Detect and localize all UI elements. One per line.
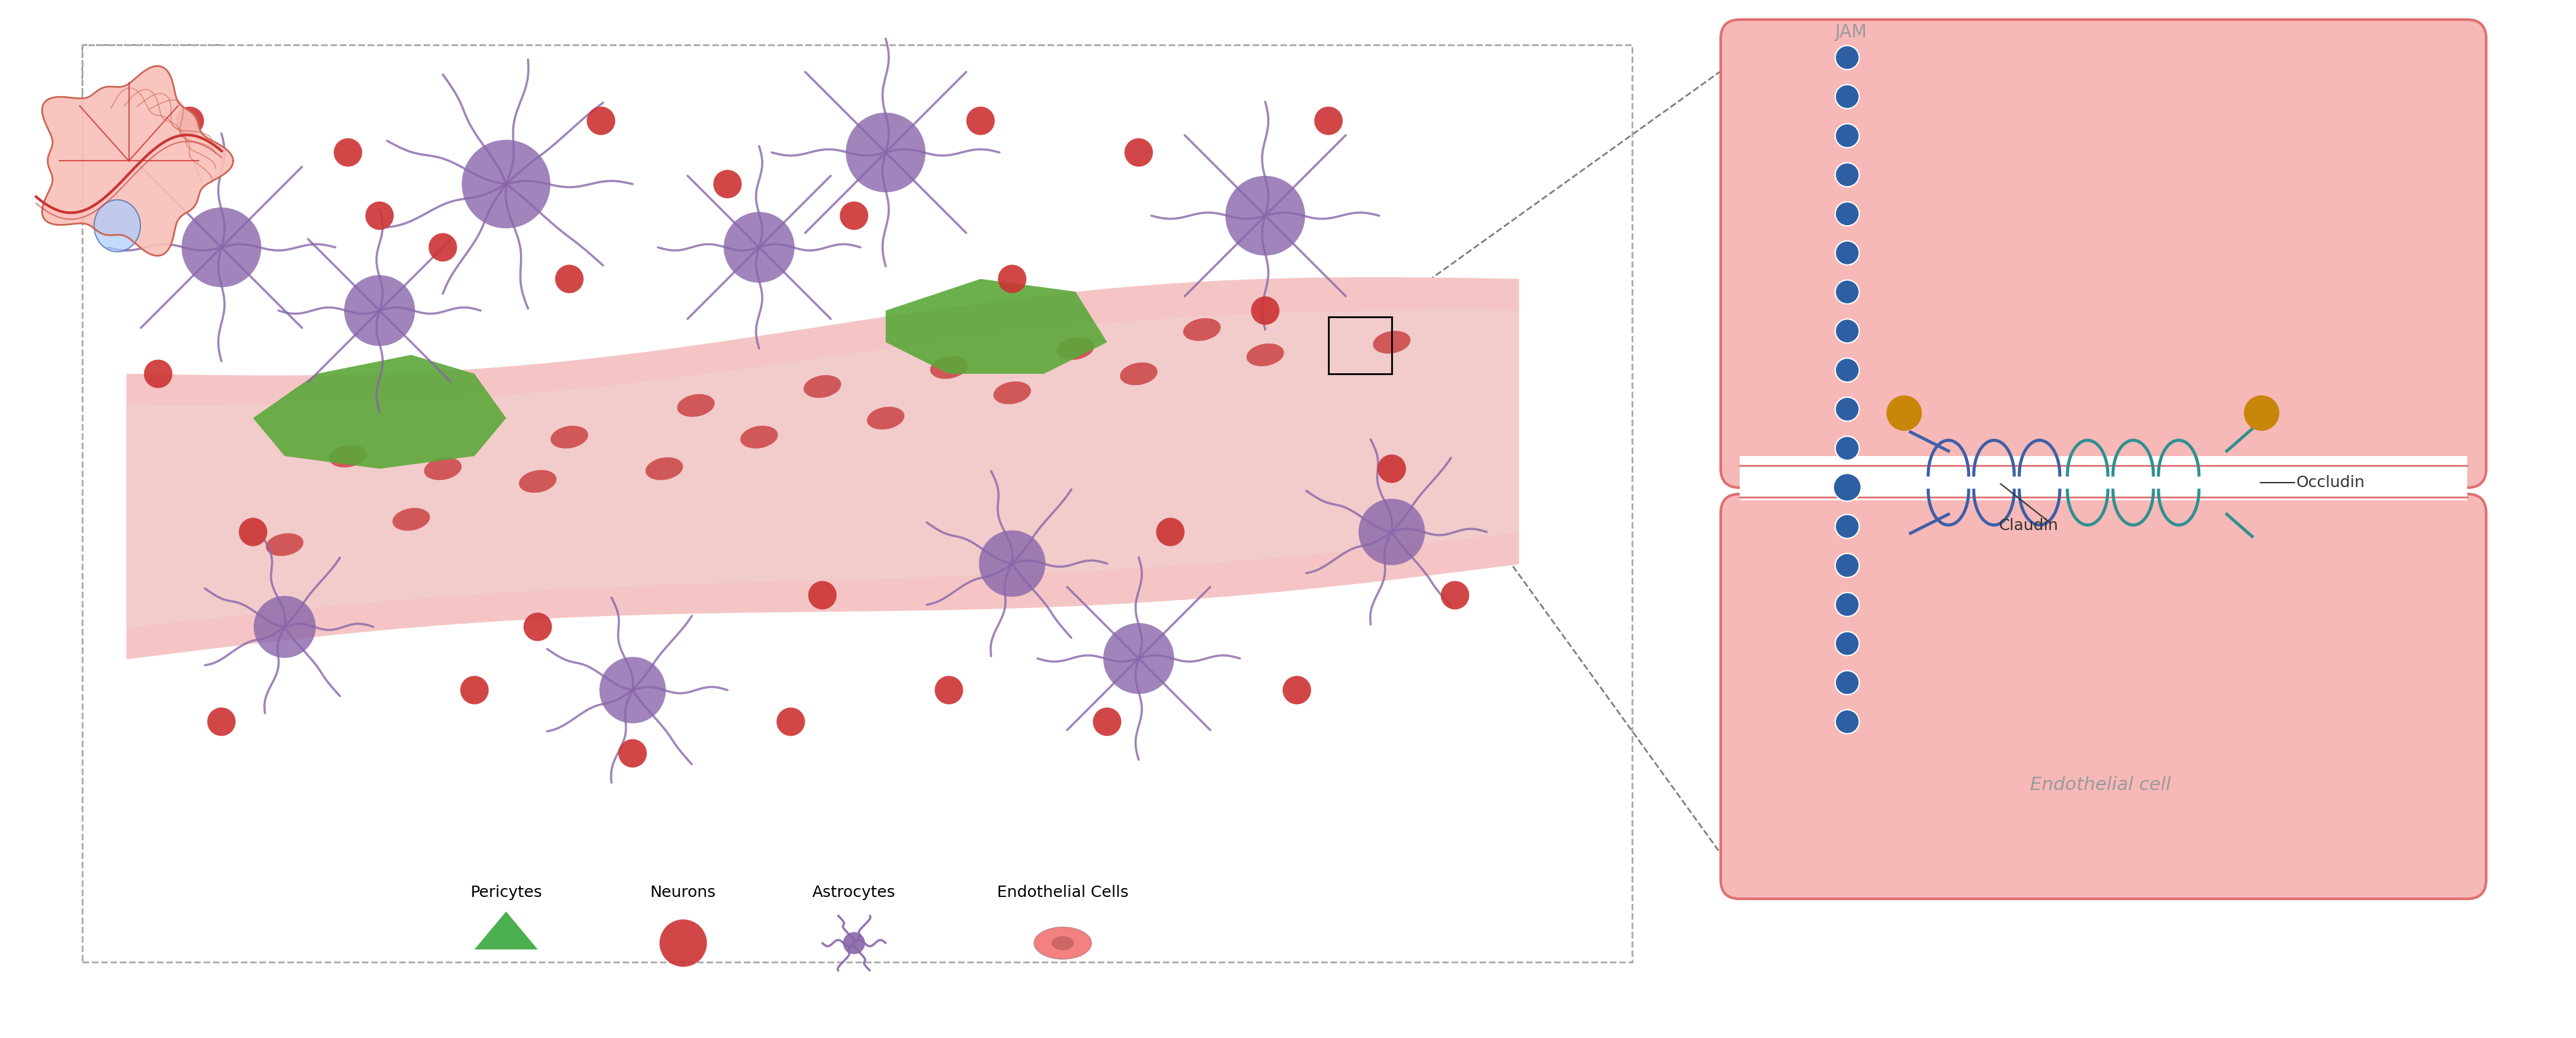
Circle shape	[1834, 710, 1860, 734]
Circle shape	[1834, 593, 1860, 617]
Circle shape	[93, 199, 139, 252]
Circle shape	[714, 170, 742, 198]
Circle shape	[809, 581, 837, 609]
Circle shape	[461, 140, 551, 228]
Ellipse shape	[1121, 362, 1157, 385]
Circle shape	[206, 708, 234, 736]
Circle shape	[1834, 436, 1860, 460]
Circle shape	[1092, 708, 1121, 736]
Circle shape	[1103, 623, 1175, 693]
Circle shape	[1834, 358, 1860, 382]
Circle shape	[1834, 631, 1860, 656]
Circle shape	[335, 138, 363, 167]
Circle shape	[1123, 138, 1151, 167]
Circle shape	[1834, 473, 1860, 501]
Ellipse shape	[804, 375, 840, 398]
Ellipse shape	[1051, 936, 1074, 950]
Ellipse shape	[1373, 331, 1409, 354]
Ellipse shape	[551, 426, 587, 448]
Circle shape	[180, 208, 260, 288]
Circle shape	[2244, 395, 2280, 431]
Text: Endothelial Cells: Endothelial Cells	[997, 885, 1128, 900]
Circle shape	[554, 265, 582, 293]
Circle shape	[1834, 671, 1860, 694]
Circle shape	[1834, 201, 1860, 226]
Circle shape	[1440, 581, 1468, 609]
Circle shape	[618, 739, 647, 767]
Circle shape	[144, 359, 173, 388]
Circle shape	[1834, 46, 1860, 70]
Circle shape	[979, 530, 1046, 597]
Circle shape	[1834, 241, 1860, 265]
Bar	[82, 45, 1631, 962]
Circle shape	[1834, 163, 1860, 187]
Circle shape	[523, 612, 551, 641]
Text: JAM: JAM	[1834, 24, 1865, 42]
Polygon shape	[474, 911, 538, 950]
Circle shape	[1314, 107, 1342, 135]
Circle shape	[997, 265, 1025, 293]
Polygon shape	[886, 279, 1108, 374]
Circle shape	[366, 201, 394, 230]
Bar	[1739, 456, 2468, 500]
Circle shape	[1834, 553, 1860, 577]
FancyBboxPatch shape	[1721, 494, 2486, 899]
Ellipse shape	[518, 470, 556, 493]
Ellipse shape	[930, 356, 969, 379]
Circle shape	[1834, 124, 1860, 147]
Circle shape	[240, 518, 268, 546]
Circle shape	[461, 676, 489, 705]
Circle shape	[1226, 175, 1306, 255]
Ellipse shape	[265, 534, 304, 556]
Circle shape	[840, 201, 868, 230]
Text: Endothelial cell: Endothelial cell	[2030, 776, 2169, 794]
Circle shape	[600, 657, 665, 723]
Ellipse shape	[647, 458, 683, 481]
Ellipse shape	[1056, 337, 1095, 360]
Circle shape	[345, 275, 415, 346]
Bar	[1329, 317, 1391, 374]
Circle shape	[1834, 515, 1860, 539]
Ellipse shape	[425, 458, 461, 481]
Circle shape	[1834, 319, 1860, 344]
Circle shape	[842, 932, 866, 954]
Circle shape	[845, 112, 925, 192]
Circle shape	[966, 107, 994, 135]
Ellipse shape	[739, 426, 778, 448]
Text: Neurons: Neurons	[649, 885, 716, 900]
Text: Claudin: Claudin	[1999, 518, 2058, 534]
Circle shape	[1886, 395, 1922, 431]
Circle shape	[1834, 398, 1860, 421]
Circle shape	[175, 107, 204, 135]
Text: Occludin: Occludin	[2295, 475, 2365, 490]
Circle shape	[1834, 280, 1860, 304]
Ellipse shape	[330, 444, 366, 467]
Ellipse shape	[677, 394, 714, 417]
Circle shape	[724, 212, 793, 282]
Ellipse shape	[392, 508, 430, 530]
Text: Astrocytes: Astrocytes	[811, 885, 896, 900]
FancyBboxPatch shape	[1721, 20, 2486, 488]
Ellipse shape	[1182, 319, 1221, 340]
Ellipse shape	[1033, 927, 1092, 959]
Circle shape	[659, 920, 706, 966]
Circle shape	[1378, 455, 1406, 483]
Circle shape	[775, 708, 804, 736]
Polygon shape	[41, 66, 232, 255]
Polygon shape	[252, 355, 505, 469]
Circle shape	[1358, 498, 1425, 565]
Circle shape	[1252, 296, 1280, 325]
Ellipse shape	[1247, 344, 1283, 366]
Circle shape	[935, 676, 963, 705]
Text: Pericytes: Pericytes	[469, 885, 541, 900]
Circle shape	[1283, 676, 1311, 705]
Circle shape	[1157, 518, 1185, 546]
Ellipse shape	[994, 381, 1030, 404]
Ellipse shape	[866, 407, 904, 430]
Circle shape	[428, 234, 456, 262]
Circle shape	[587, 107, 616, 135]
Circle shape	[252, 596, 317, 658]
Circle shape	[1834, 85, 1860, 109]
